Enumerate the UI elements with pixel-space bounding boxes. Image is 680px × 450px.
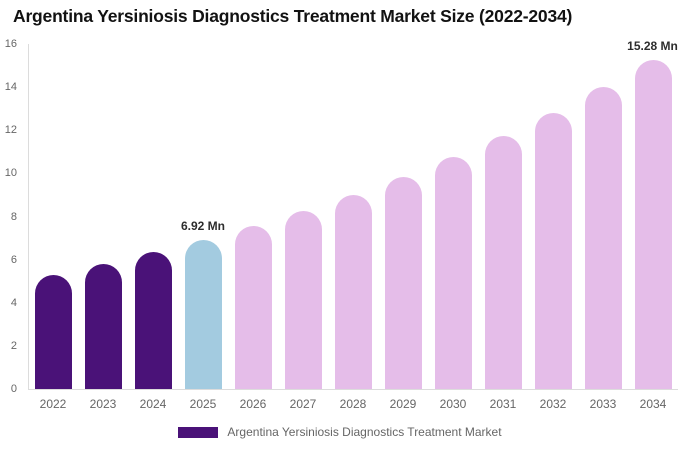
bar-2030[interactable] — [434, 157, 472, 389]
bar-2032[interactable] — [534, 112, 572, 389]
bar-2025[interactable] — [184, 239, 222, 389]
x-axis-line — [27, 388, 678, 390]
x-tick-label: 2033 — [589, 397, 617, 411]
legend-label: Argentina Yersiniosis Diagnostics Treatm… — [227, 425, 502, 439]
x-tick-label: 2028 — [339, 397, 367, 411]
y-tick-label: 6 — [10, 253, 17, 266]
bar-2027[interactable] — [284, 211, 322, 389]
x-tick-label: 2024 — [139, 397, 167, 411]
x-tick-label: 2030 — [439, 397, 467, 411]
x-tick-label: 2031 — [489, 397, 517, 411]
y-tick-label: 4 — [10, 296, 17, 309]
y-axis-line — [27, 44, 29, 389]
chart-title: Argentina Yersiniosis Diagnostics Treatm… — [13, 6, 573, 26]
bar-2028[interactable] — [334, 194, 372, 389]
legend[interactable]: Argentina Yersiniosis Diagnostics Treatm… — [0, 425, 680, 439]
x-tick-label: 2026 — [239, 397, 267, 411]
bar-2022[interactable] — [34, 274, 72, 389]
bar-2034[interactable] — [634, 59, 672, 389]
y-tick-label: 10 — [4, 167, 17, 180]
y-tick-label: 12 — [4, 124, 17, 137]
bar-2033[interactable] — [584, 87, 622, 389]
x-tick-label: 2022 — [39, 397, 67, 411]
y-tick-label: 0 — [10, 383, 17, 395]
x-tick-label: 2034 — [639, 397, 667, 411]
bar-value-label: 15.28 Mn — [627, 38, 678, 53]
bar-value-label: 6.92 Mn — [180, 218, 226, 233]
y-tick-label: 2 — [10, 339, 17, 352]
y-tick-label: 14 — [4, 81, 17, 94]
x-tick-label: 2032 — [539, 397, 567, 411]
y-tick-label: 8 — [10, 210, 17, 223]
x-tick-label: 2027 — [289, 397, 317, 411]
x-tick-label: 2025 — [189, 397, 217, 411]
legend-swatch — [178, 426, 219, 438]
bar-2024[interactable] — [134, 252, 172, 389]
bar-2029[interactable] — [384, 176, 422, 389]
x-tick-label: 2029 — [389, 397, 417, 411]
bar-2031[interactable] — [484, 136, 522, 389]
bar-2023[interactable] — [84, 263, 122, 389]
x-tick-label: 2023 — [89, 397, 117, 411]
bar-2026[interactable] — [234, 225, 272, 389]
y-tick-label: 16 — [4, 38, 17, 50]
